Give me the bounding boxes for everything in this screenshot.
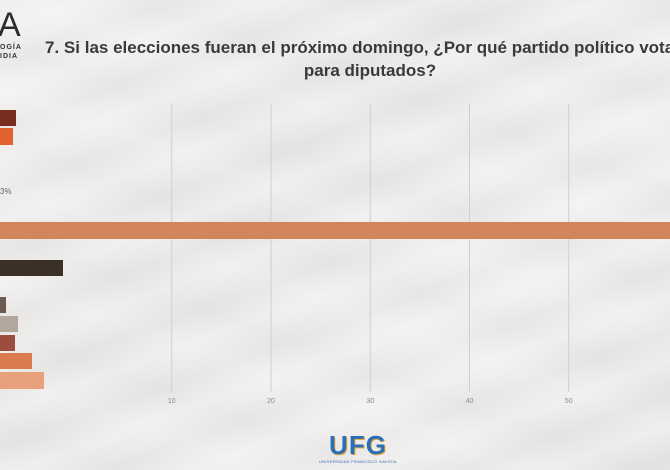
x-tick-label: 20: [267, 398, 275, 405]
clipped-percent-label: 3%: [0, 187, 12, 196]
ufg-logo-text: UFG: [329, 430, 387, 460]
bar-9: [0, 353, 32, 369]
bar-1: [0, 110, 16, 126]
ufg-logo: UFG UNIVERSIDAD FRANCISCO GAVIDIA: [318, 432, 398, 464]
brand-subtitle-line2: IDIA: [0, 53, 18, 60]
bar-10: [0, 372, 44, 389]
x-tick-label: 40: [466, 398, 474, 405]
ufg-logo-subtitle: UNIVERSIDAD FRANCISCO GAVIDIA: [319, 459, 397, 464]
brand-subtitle-line1: OGÍA: [0, 44, 22, 51]
bar-2: [0, 128, 13, 145]
bar-4: [0, 222, 670, 239]
bar-5: [0, 260, 63, 276]
bar-8: [0, 335, 15, 351]
x-tick-label: 30: [366, 398, 374, 405]
brand-logo-letter: A: [0, 6, 22, 44]
x-tick-label: 50: [565, 398, 573, 405]
bar-6: [0, 297, 6, 313]
x-tick-label: 10: [168, 398, 176, 405]
bar-7: [0, 316, 18, 332]
chart-title: 7. Si las elecciones fueran el próximo d…: [45, 38, 670, 80]
